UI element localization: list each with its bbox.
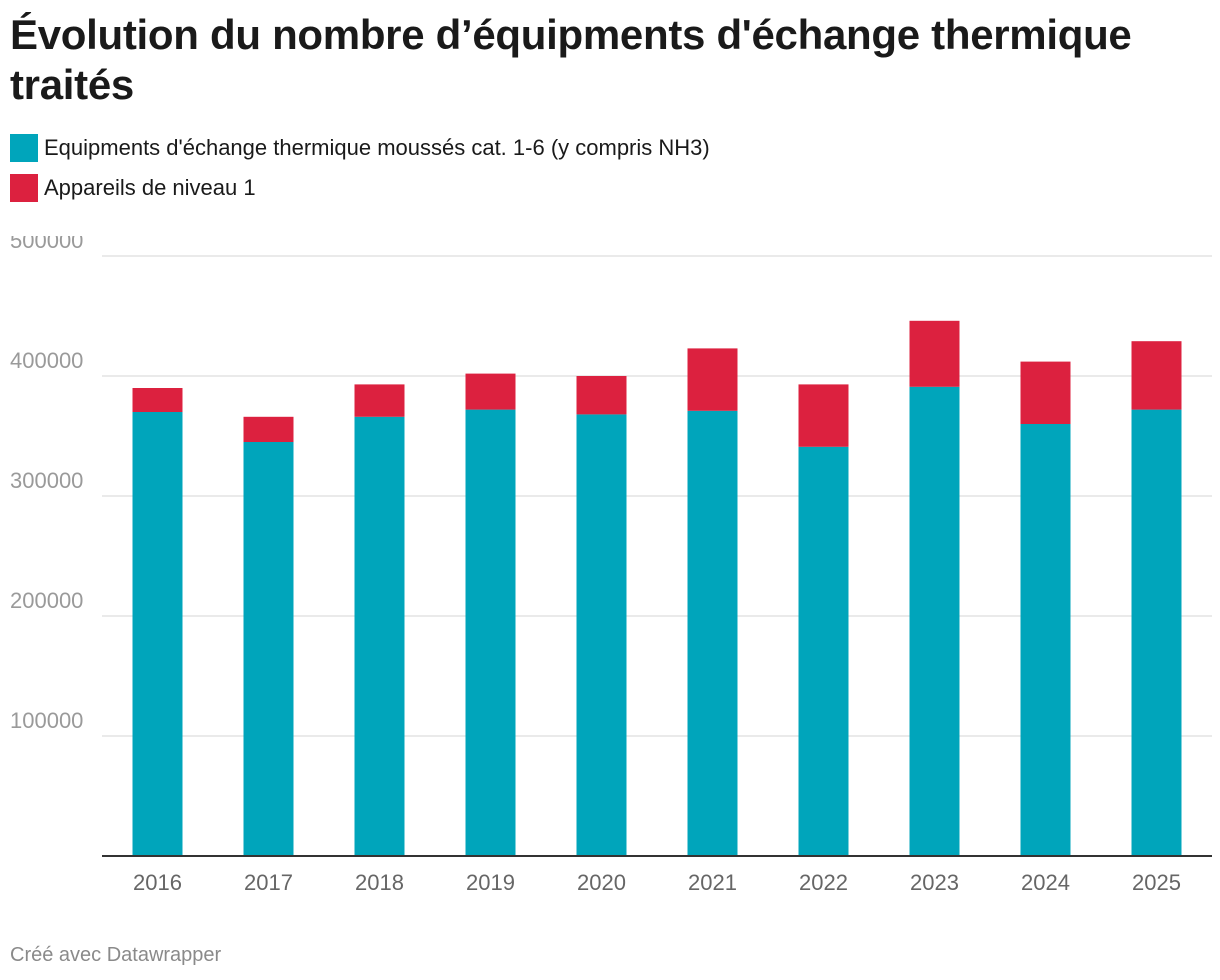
bar-series-1-2025 (1131, 409, 1182, 856)
bar-series-2-2021 (687, 348, 738, 411)
legend-swatch-series-1 (10, 134, 38, 162)
legend-label-series-2: Appareils de niveau 1 (44, 175, 256, 200)
legend: Equipments d'échange thermique moussés c… (10, 128, 710, 208)
bar-chart: 100000 200000 300000 400000 500000 2016 2017 20… (10, 236, 1212, 895)
x-tick-label: 2018 (355, 870, 404, 895)
bar-series-1-2019 (465, 409, 516, 856)
bar-series-2-2022 (798, 384, 849, 447)
legend-item-series-1: Equipments d'échange thermique moussés c… (10, 128, 710, 168)
x-tick-label: 2025 (1132, 870, 1181, 895)
x-tick-label: 2016 (133, 870, 182, 895)
bar-series-2-2025 (1131, 341, 1182, 410)
x-tick-label: 2017 (244, 870, 293, 895)
bar-series-2-2024 (1020, 361, 1071, 424)
bar-series-1-2022 (798, 446, 849, 856)
bar-series-1-2017 (243, 442, 294, 856)
x-tick-label: 2021 (688, 870, 737, 895)
bar-series-1-2020 (576, 414, 627, 856)
x-tick-label: 2022 (799, 870, 848, 895)
y-tick-label: 100000 (10, 708, 83, 733)
y-tick-label: 200000 (10, 588, 83, 613)
bar-series-2-2019 (465, 373, 516, 410)
legend-label-series-1: Equipments d'échange thermique moussés c… (44, 135, 710, 160)
chart-title: Évolution du nombre d’équipments d'échan… (10, 11, 1132, 108)
x-tick-label: 2023 (910, 870, 959, 895)
bar-series-1-2018 (354, 416, 405, 856)
y-tick-label: 300000 (10, 468, 83, 493)
legend-item-series-2: Appareils de niveau 1 (10, 168, 710, 208)
x-tick-label: 2020 (577, 870, 626, 895)
bar-series-2-2018 (354, 384, 405, 417)
bar-series-2-2023 (909, 320, 960, 387)
x-tick-label: 2024 (1021, 870, 1070, 895)
x-tick-label: 2019 (466, 870, 515, 895)
bar-series-1-2021 (687, 410, 738, 856)
bar-series-1-2024 (1020, 424, 1071, 856)
bar-series-2-2020 (576, 376, 627, 415)
credit-text: Créé avec Datawrapper (10, 944, 222, 966)
bar-series-1-2016 (132, 412, 183, 856)
bar-series-2-2017 (243, 416, 294, 442)
y-tick-label: 500000 (10, 236, 83, 253)
legend-swatch-series-2 (10, 174, 38, 202)
bar-series-1-2023 (909, 386, 960, 856)
bar-series-2-2016 (132, 388, 183, 412)
y-tick-label: 400000 (10, 348, 83, 373)
